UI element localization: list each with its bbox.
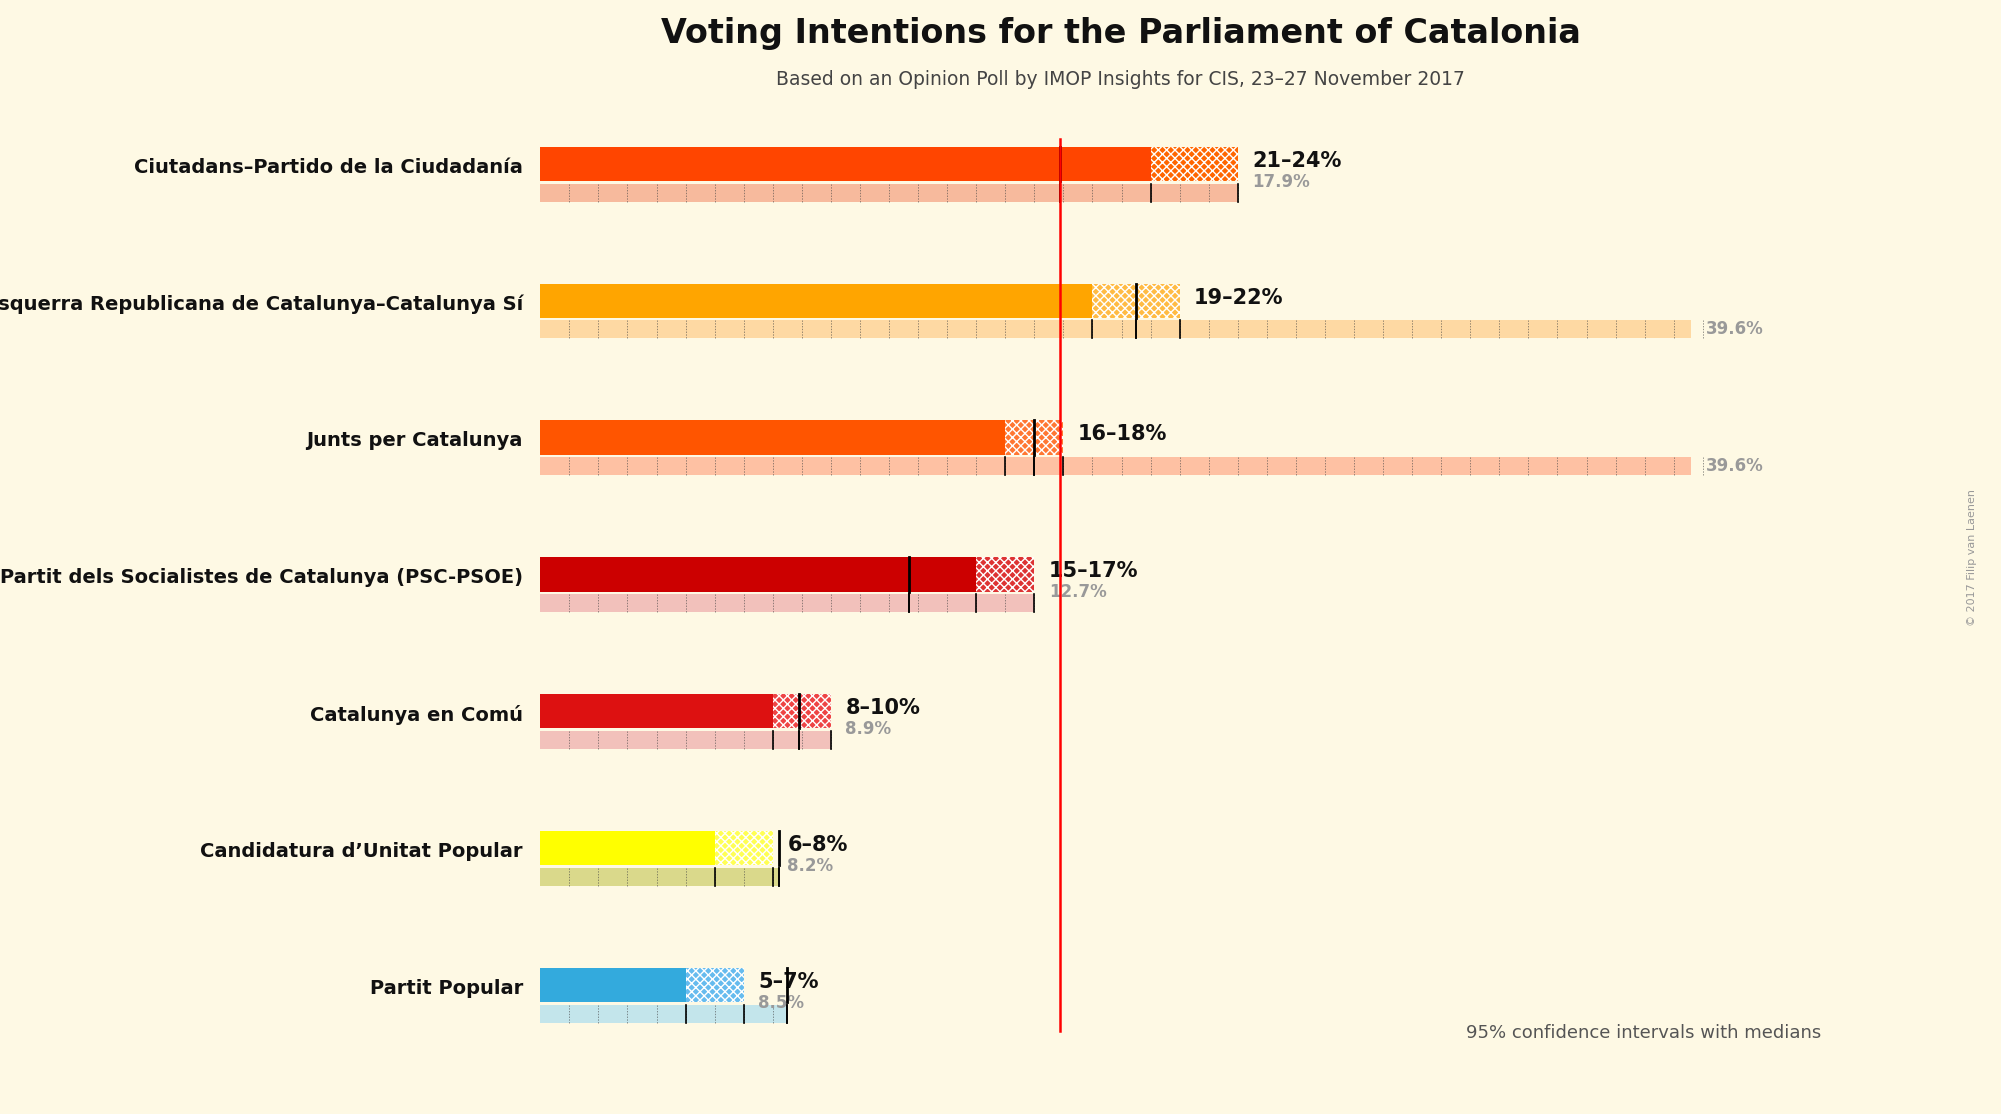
Text: 21–24%: 21–24% (1253, 150, 1341, 170)
Bar (714, 831, 772, 866)
Bar (686, 968, 744, 1003)
Text: 8–10%: 8–10% (846, 698, 920, 719)
Bar (540, 731, 830, 749)
Bar (540, 420, 1005, 455)
Text: Catalunya en Comú: Catalunya en Comú (310, 704, 522, 724)
Bar (686, 968, 744, 1003)
Text: 8.2%: 8.2% (786, 857, 834, 876)
Bar (540, 1005, 786, 1023)
Bar (540, 284, 1093, 317)
Text: Ciutadans–Partido de la Ciudadanía: Ciutadans–Partido de la Ciudadanía (134, 158, 522, 177)
Bar (1005, 420, 1063, 455)
Text: Esquerra Republicana de Catalunya–Catalunya Sí: Esquerra Republicana de Catalunya–Catalu… (0, 294, 522, 314)
Bar (540, 831, 714, 866)
Bar (976, 557, 1035, 592)
Bar (540, 147, 1151, 182)
Text: 8.5%: 8.5% (758, 994, 804, 1012)
Bar (540, 594, 1035, 612)
Text: Partit Popular: Partit Popular (370, 979, 522, 998)
Text: 12.7%: 12.7% (1049, 584, 1107, 602)
Bar (772, 694, 830, 729)
Text: 95% confidence intervals with medians: 95% confidence intervals with medians (1465, 1024, 1821, 1042)
Text: Partit dels Socialistes de Catalunya (PSC-PSOE): Partit dels Socialistes de Catalunya (PS… (0, 568, 522, 587)
Text: 19–22%: 19–22% (1195, 287, 1285, 307)
Text: 39.6%: 39.6% (1705, 321, 1763, 339)
Text: Junts per Catalunya: Junts per Catalunya (306, 431, 522, 450)
Bar (772, 694, 830, 729)
Bar (1151, 147, 1239, 182)
Text: 39.6%: 39.6% (1705, 458, 1763, 476)
Bar (540, 321, 1691, 339)
Bar (1093, 284, 1181, 317)
Bar (540, 868, 778, 886)
Bar (540, 457, 1691, 476)
Text: 6–8%: 6–8% (786, 834, 848, 854)
Text: 8.9%: 8.9% (846, 721, 892, 739)
Text: © 2017 Filip van Laenen: © 2017 Filip van Laenen (1967, 489, 1977, 625)
Text: 15–17%: 15–17% (1049, 561, 1139, 582)
Bar (540, 184, 1239, 202)
Bar (540, 694, 772, 729)
Text: Based on an Opinion Poll by IMOP Insights for CIS, 23–27 November 2017: Based on an Opinion Poll by IMOP Insight… (776, 70, 1465, 89)
Text: Candidatura d’Unitat Popular: Candidatura d’Unitat Popular (200, 842, 522, 861)
Bar (1005, 420, 1063, 455)
Text: 5–7%: 5–7% (758, 971, 818, 991)
Bar (976, 557, 1035, 592)
Bar (1151, 147, 1239, 182)
Bar (540, 968, 686, 1003)
Text: 16–18%: 16–18% (1079, 424, 1167, 444)
Text: 17.9%: 17.9% (1253, 173, 1311, 190)
Bar (540, 557, 976, 592)
Bar (714, 831, 772, 866)
Bar (1093, 284, 1181, 317)
Text: Voting Intentions for the Parliament of Catalonia: Voting Intentions for the Parliament of … (660, 17, 1581, 50)
